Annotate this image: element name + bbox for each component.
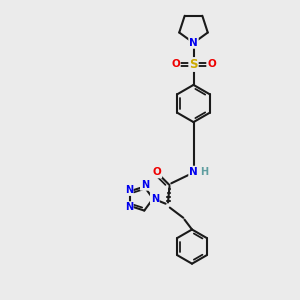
Text: N: N bbox=[151, 194, 159, 204]
Text: N: N bbox=[125, 185, 133, 195]
Text: N: N bbox=[125, 202, 133, 212]
Text: N: N bbox=[141, 180, 149, 190]
Text: N: N bbox=[189, 38, 198, 48]
Text: O: O bbox=[171, 59, 180, 70]
Text: O: O bbox=[207, 59, 216, 70]
Text: H: H bbox=[200, 167, 208, 177]
Text: N: N bbox=[189, 167, 198, 177]
Text: O: O bbox=[152, 167, 161, 178]
Text: S: S bbox=[189, 58, 198, 71]
